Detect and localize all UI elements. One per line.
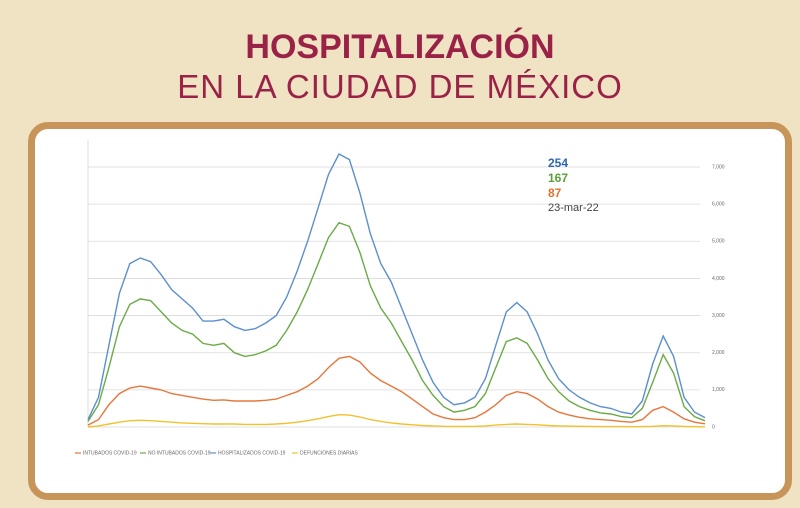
annotation: 87 [548, 186, 562, 200]
series-line [87, 413, 706, 428]
y-tick-label: 2,000 [712, 350, 725, 356]
y-tick-label: 5,000 [712, 239, 725, 245]
annotation: 23-mar-22 [548, 202, 599, 214]
subtitle: EN LA CIUDAD DE MÉXICO [177, 68, 623, 105]
y-tick-label: 7,000 [712, 164, 725, 170]
legend-label: DEFUNCIONES DIARIAS [300, 450, 358, 456]
y-tick-label: 6,000 [712, 201, 725, 207]
series-line [87, 355, 706, 426]
y-tick-label: 3,000 [712, 313, 725, 319]
annotation: 167 [548, 171, 568, 185]
legend-label: HOSPITALIZADOS COVID-19 [218, 450, 286, 456]
y-tick-label: 1,000 [712, 387, 725, 393]
series-line [87, 221, 706, 422]
legend-label: INTUBADOS COVID-19 [83, 450, 137, 456]
annotation: 254 [548, 156, 568, 170]
chart-card [28, 122, 792, 500]
y-tick-label: 0 [712, 424, 715, 430]
y-tick-label: 4,000 [712, 276, 725, 282]
legend-label: NO INTUBADOS COVID-19 [148, 450, 211, 456]
title: HOSPITALIZACIÓN [245, 28, 555, 66]
series-line [87, 153, 706, 420]
